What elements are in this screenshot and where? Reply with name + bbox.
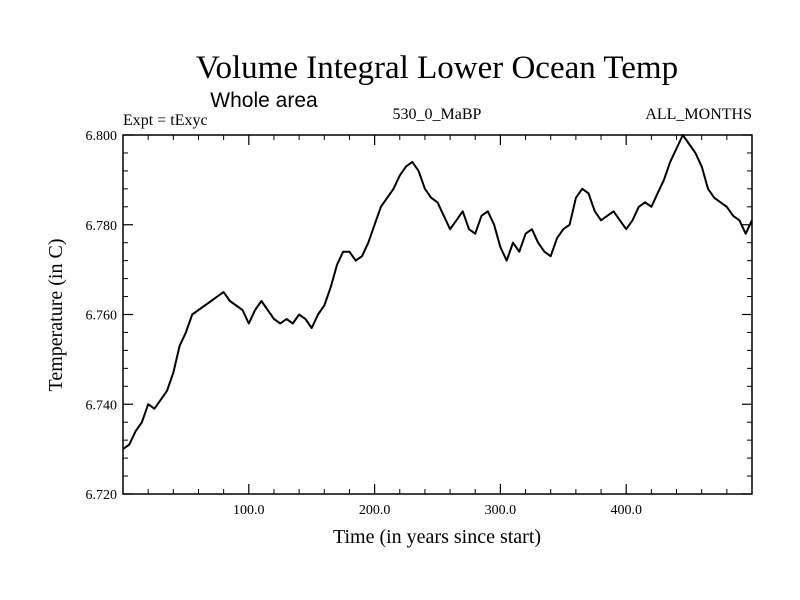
x-tick-label: 400.0 — [610, 503, 642, 518]
x-tick-label: 300.0 — [485, 503, 517, 518]
plot-frame — [122, 134, 753, 495]
y-tick-label: 6.800 — [86, 129, 118, 144]
y-tick-label: 6.720 — [86, 488, 118, 503]
x-tick-label: 200.0 — [359, 503, 391, 518]
series-layer — [122, 134, 753, 450]
x-axis-label: Time (in years since start) — [333, 526, 541, 548]
period-note: 530_0_MaBP — [393, 106, 482, 123]
y-axis-label: Temperature (in C) — [45, 239, 67, 392]
y-tick-label: 6.760 — [86, 309, 118, 324]
x-axis-ticks: 100.0 200.0 300.0 400.0 — [147, 135, 728, 518]
months-note: ALL_MONTHS — [645, 106, 752, 123]
temperature-series-line — [122, 134, 753, 450]
x-tick-label: 100.0 — [233, 503, 265, 518]
chart-title: Volume Integral Lower Ocean Temp — [196, 50, 678, 86]
y-axis-ticks: 6.720 6.740 6.760 6.780 6.800 — [86, 129, 752, 503]
y-tick-label: 6.780 — [86, 219, 118, 234]
experiment-note: Expt = tExyc — [123, 112, 208, 129]
chart-subtitle: Whole area — [210, 89, 318, 112]
y-tick-label: 6.740 — [86, 398, 118, 413]
